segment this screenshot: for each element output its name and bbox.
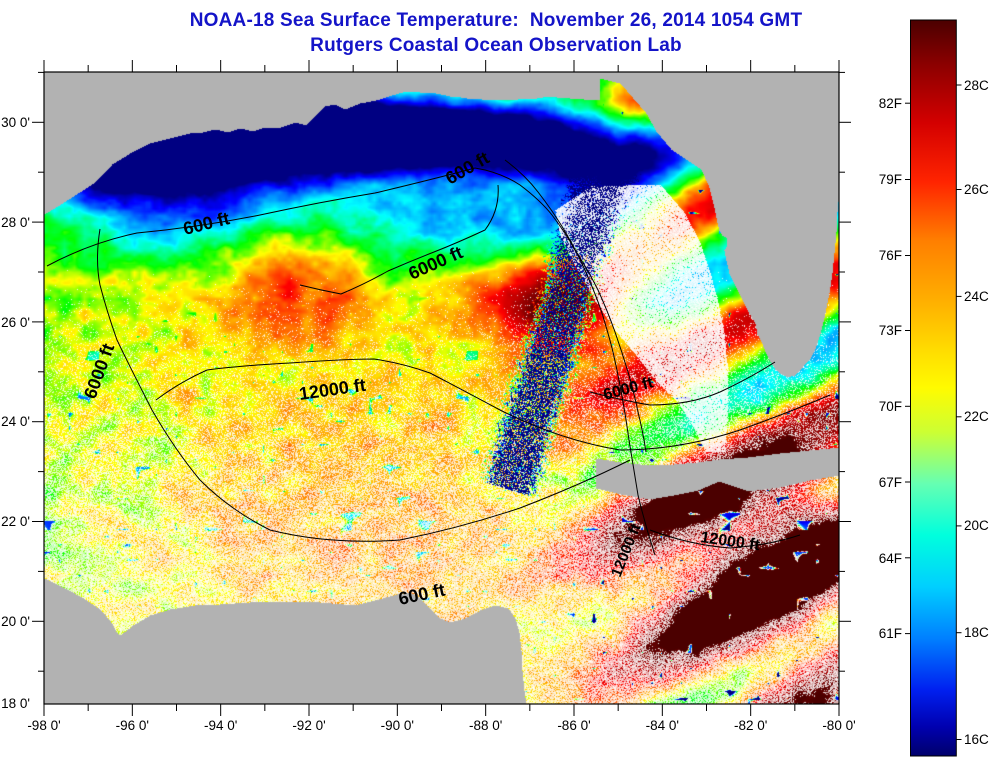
svg-text:-80 0': -80 0' — [822, 718, 855, 733]
svg-text:-98 0': -98 0' — [27, 718, 60, 733]
svg-text:NOAA-18 Sea Surface Temperatur: NOAA-18 Sea Surface Temperature: Novembe… — [190, 10, 803, 31]
svg-text:70F: 70F — [879, 399, 902, 414]
svg-text:67F: 67F — [879, 475, 902, 490]
svg-text:28 0': 28 0' — [1, 215, 30, 230]
svg-text:20C: 20C — [964, 518, 989, 533]
svg-text:-92 0': -92 0' — [292, 718, 325, 733]
svg-text:6000 ft: 6000 ft — [405, 242, 465, 283]
svg-text:12000 ft: 12000 ft — [298, 375, 367, 404]
svg-text:22 0': 22 0' — [1, 514, 30, 529]
svg-text:-86 0': -86 0' — [557, 718, 590, 733]
svg-text:18C: 18C — [964, 625, 989, 640]
svg-text:6000 ft: 6000 ft — [80, 341, 118, 401]
svg-text:26C: 26C — [964, 182, 989, 197]
svg-text:600 ft: 600 ft — [181, 208, 231, 239]
svg-text:64F: 64F — [879, 551, 902, 566]
svg-text:-90 0': -90 0' — [381, 718, 414, 733]
svg-text:79F: 79F — [879, 172, 902, 187]
svg-text:600 ft: 600 ft — [442, 148, 493, 189]
svg-text:-94 0': -94 0' — [204, 718, 237, 733]
svg-text:600 ft: 600 ft — [397, 580, 447, 609]
svg-text:24 0': 24 0' — [1, 414, 30, 429]
svg-text:24C: 24C — [964, 289, 989, 304]
svg-text:-88 0': -88 0' — [469, 718, 502, 733]
svg-text:73F: 73F — [879, 323, 902, 338]
svg-text:22C: 22C — [964, 409, 989, 424]
svg-text:6000 ft: 6000 ft — [602, 374, 656, 404]
svg-text:Rutgers Coastal Ocean Observat: Rutgers Coastal Ocean Observation Lab — [310, 35, 682, 56]
svg-text:-84 0': -84 0' — [646, 718, 679, 733]
svg-text:61F: 61F — [879, 626, 902, 641]
svg-text:26 0': 26 0' — [1, 315, 30, 330]
svg-text:-82 0': -82 0' — [734, 718, 767, 733]
svg-text:30 0': 30 0' — [1, 115, 30, 130]
svg-text:16C: 16C — [964, 732, 989, 747]
svg-text:28C: 28C — [964, 78, 989, 93]
svg-text:-96 0': -96 0' — [116, 718, 149, 733]
svg-text:82F: 82F — [879, 96, 902, 111]
svg-text:12000 ft: 12000 ft — [608, 521, 645, 579]
svg-text:76F: 76F — [879, 248, 902, 263]
svg-text:12000 ft: 12000 ft — [699, 529, 761, 554]
svg-text:20 0': 20 0' — [1, 614, 30, 629]
svg-text:18 0': 18 0' — [1, 696, 30, 711]
